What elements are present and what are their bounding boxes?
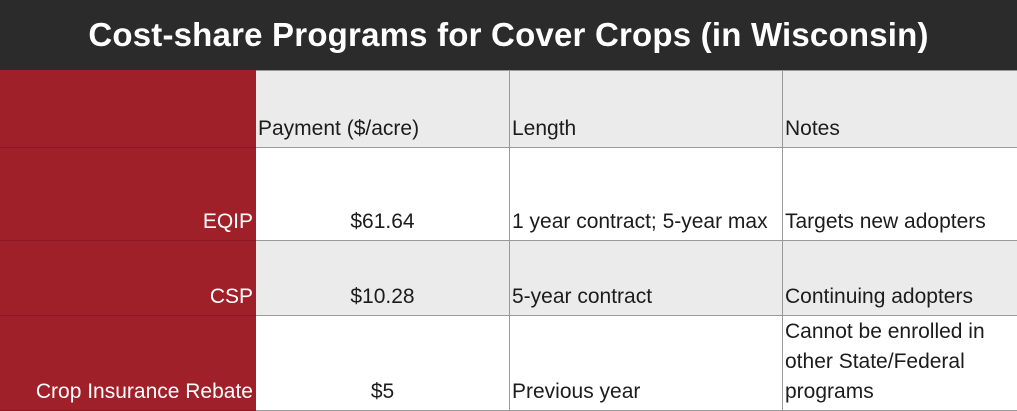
title-bar: Cost-share Programs for Cover Crops (in …	[0, 0, 1017, 70]
notes-cell: Cannot be enrolled in other State/Federa…	[783, 316, 1017, 411]
table-row: Crop Insurance Rebate $5 Previous year C…	[1, 316, 1017, 411]
table-row: EQIP $61.64 1 year contract; 5-year max …	[1, 148, 1017, 241]
page-title: Cost-share Programs for Cover Crops (in …	[88, 16, 928, 54]
length-cell: 1 year contract; 5-year max	[510, 148, 783, 241]
payment-cell: $5	[256, 316, 510, 411]
notes-cell: Targets new adopters	[783, 148, 1017, 241]
header-notes: Notes	[783, 71, 1017, 148]
table-header-row: Payment ($/acre) Length Notes	[1, 71, 1017, 148]
header-payment: Payment ($/acre)	[256, 71, 510, 148]
program-name: Crop Insurance Rebate	[1, 316, 256, 411]
notes-cell: Continuing adopters	[783, 241, 1017, 316]
program-name: CSP	[1, 241, 256, 316]
program-name: EQIP	[1, 148, 256, 241]
table-row: CSP $10.28 5-year contract Continuing ad…	[1, 241, 1017, 316]
cost-share-table: Payment ($/acre) Length Notes EQIP $61.6…	[0, 70, 1017, 411]
length-cell: 5-year contract	[510, 241, 783, 316]
header-length: Length	[510, 71, 783, 148]
header-program-cell	[1, 71, 256, 148]
payment-cell: $61.64	[256, 148, 510, 241]
length-cell: Previous year	[510, 316, 783, 411]
payment-cell: $10.28	[256, 241, 510, 316]
